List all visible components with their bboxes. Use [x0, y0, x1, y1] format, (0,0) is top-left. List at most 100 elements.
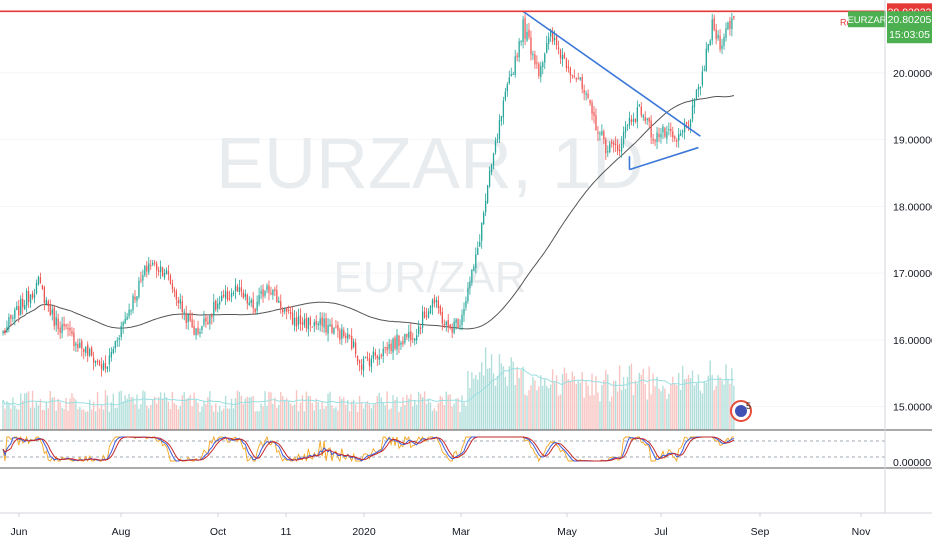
volume-bar [256, 410, 258, 430]
volume-bar [155, 403, 158, 430]
candle-body [725, 28, 727, 38]
candle [368, 353, 371, 372]
candle-body [293, 317, 296, 326]
candle-body [514, 56, 516, 75]
volume-bar [553, 382, 556, 430]
candle [353, 338, 355, 349]
candle-body [626, 125, 629, 127]
candle-body [624, 126, 627, 133]
candle [173, 287, 176, 298]
volume-bar [549, 384, 552, 430]
volume-bar [236, 390, 239, 430]
volume-bar [644, 384, 646, 430]
candle-body [230, 293, 233, 298]
candle-body [329, 324, 331, 327]
volume-bar [400, 406, 402, 430]
candle-body [672, 131, 674, 138]
candle [603, 129, 605, 145]
volume-bar [660, 391, 662, 430]
candle [605, 137, 607, 160]
volume-bar [699, 390, 702, 430]
volume-bar [618, 365, 621, 430]
candle-body [349, 335, 351, 337]
candle [408, 324, 410, 342]
candle [230, 288, 233, 303]
candle-body [618, 149, 621, 152]
volume-bar [457, 398, 459, 430]
candle [618, 143, 621, 156]
candle [654, 138, 656, 147]
candle [232, 290, 235, 297]
volume-bar [547, 388, 550, 430]
candle-body [569, 68, 572, 75]
candle [6, 320, 8, 334]
candle-body [427, 311, 430, 318]
candle-body [325, 318, 327, 333]
volume-bar [173, 403, 176, 430]
candle-body [674, 136, 676, 139]
candle-body [370, 358, 373, 367]
candle [620, 136, 623, 158]
event-marker-icon[interactable]: 5 [730, 400, 752, 422]
date-tick-label: 2020 [352, 526, 376, 538]
volume-bar [603, 379, 605, 430]
candle [557, 40, 560, 55]
candle-body [85, 346, 87, 353]
candle-body [185, 313, 187, 323]
volume-bar [441, 397, 444, 430]
candle-body [471, 269, 473, 283]
candle [195, 328, 197, 340]
candle [601, 124, 603, 136]
candle [171, 279, 174, 293]
candle [542, 60, 544, 75]
candle-body [526, 31, 528, 41]
candle [118, 334, 120, 347]
volume-bar [587, 385, 589, 430]
candle [362, 355, 365, 378]
candle-body [55, 317, 57, 326]
candle [725, 22, 727, 42]
candle-body [437, 300, 440, 308]
ascending-trendline[interactable] [629, 146, 699, 171]
candle-body [615, 144, 617, 146]
volume-bar [689, 378, 692, 430]
date-tick-label: Jul [654, 526, 667, 538]
candle-body [140, 279, 142, 281]
candle-body [163, 272, 166, 278]
volume-bar [315, 398, 317, 430]
candle [522, 15, 524, 49]
candle-body [156, 263, 158, 271]
candle [628, 111, 631, 130]
candle-body [284, 309, 286, 312]
candle [508, 70, 510, 85]
volume-bar [575, 383, 577, 430]
candle-body [386, 347, 388, 351]
volume-bar [33, 407, 36, 430]
candle [595, 108, 597, 132]
candle [106, 366, 109, 373]
candle-body [553, 38, 556, 40]
candle-body [122, 322, 124, 326]
volume-bar [674, 383, 676, 430]
candle [142, 269, 144, 288]
candle [404, 333, 406, 345]
volume-bar [559, 394, 562, 430]
candle-body [177, 300, 179, 304]
volume-bar [53, 396, 55, 430]
candle [642, 113, 644, 121]
candle [274, 286, 276, 297]
candle-body [461, 314, 463, 325]
candle-body [221, 295, 223, 302]
volume-bar [632, 394, 635, 430]
descending-trendline[interactable] [522, 10, 701, 137]
candle-body [601, 130, 603, 135]
candle-body [390, 343, 392, 351]
candle-body [315, 320, 317, 325]
candle-body [392, 338, 394, 353]
candle-body [658, 134, 660, 138]
volume-bar [289, 403, 292, 430]
candle-body [402, 341, 404, 345]
candle-body [89, 349, 91, 356]
volume-bar [299, 403, 302, 430]
